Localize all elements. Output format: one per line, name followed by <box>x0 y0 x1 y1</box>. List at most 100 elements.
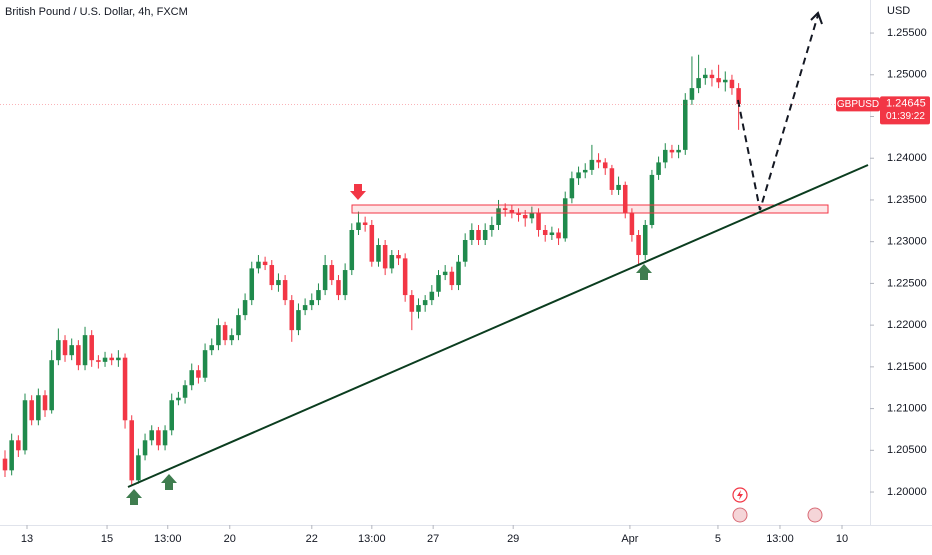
x-tick-label: 10 <box>836 533 848 545</box>
candle-body <box>496 208 501 225</box>
candle-body <box>476 229 481 241</box>
candle-body <box>162 430 168 446</box>
y-tick-label: 1.21000 <box>887 402 927 414</box>
candle-body <box>516 212 521 215</box>
candle-body <box>409 295 415 312</box>
candles <box>2 54 741 486</box>
arrow-up <box>161 474 177 490</box>
y-tick-label: 1.23000 <box>887 236 927 248</box>
candle-body <box>282 280 288 301</box>
candle-body <box>682 99 688 150</box>
candle-body <box>209 345 215 351</box>
y-tick-label: 1.20000 <box>887 486 927 498</box>
candle-body <box>369 224 375 262</box>
price-tag <box>880 96 930 125</box>
y-tick-label: 1.22500 <box>887 277 927 289</box>
candle-body <box>216 325 221 346</box>
candle-body <box>402 258 408 296</box>
candle-body <box>82 335 88 366</box>
candle-body <box>569 178 575 199</box>
candle-body <box>703 74 708 79</box>
candle-body <box>256 261 261 269</box>
arrow-down <box>350 184 366 200</box>
candle-body <box>102 357 108 362</box>
candle-body <box>696 78 701 89</box>
candle-body <box>356 222 361 230</box>
candle-body <box>49 360 54 411</box>
event-flag[interactable] <box>807 507 823 523</box>
symbol-label: GBPUSD <box>837 99 879 110</box>
x-tick-label: 15 <box>101 533 113 545</box>
candle-body <box>389 255 395 269</box>
axes: 1.20000 1.20500 1.21000 1.21500 1.22000 1.225… <box>0 27 930 545</box>
candle-body <box>182 385 188 398</box>
candle-body <box>9 440 14 471</box>
candle-body <box>469 229 475 241</box>
y-tick-label: 1.25500 <box>887 27 927 39</box>
candle-body <box>262 261 268 266</box>
candle-body <box>229 335 235 341</box>
candle-body <box>416 305 421 312</box>
candle-body <box>449 271 455 286</box>
y-tick-label: 1.20500 <box>887 444 927 456</box>
candle-body <box>642 224 648 256</box>
candle-body <box>462 240 468 262</box>
candle-body <box>376 245 381 262</box>
candle-body <box>629 212 635 236</box>
x-tick-label: 22 <box>306 533 318 545</box>
candle-body <box>589 159 595 170</box>
y-tick-label: 1.25000 <box>887 69 927 81</box>
candle-body <box>689 88 695 100</box>
candle-body <box>169 400 174 431</box>
candle-body <box>542 229 548 236</box>
event-flag[interactable] <box>732 507 748 523</box>
price-label: 1.24645 <box>886 97 926 109</box>
event-icon-bolt <box>737 490 743 500</box>
x-tick-label: 13:00 <box>154 533 182 545</box>
candle-body <box>116 357 121 361</box>
candle-body <box>509 209 515 213</box>
y-tick-label: 1.24000 <box>887 152 927 164</box>
projection-arrowhead <box>810 11 823 25</box>
candle-body <box>122 357 128 421</box>
candle-body <box>276 280 281 286</box>
candle-body <box>322 265 328 291</box>
candle-body <box>716 78 721 83</box>
candle-body <box>596 159 601 163</box>
candle-body <box>602 162 608 169</box>
x-tick-label: 5 <box>715 533 721 545</box>
arrow-up <box>126 489 142 505</box>
candle-body <box>89 335 94 361</box>
candle-body <box>522 214 528 219</box>
candle-body <box>222 325 228 341</box>
candle-body <box>22 400 28 451</box>
candle-body <box>149 430 154 441</box>
candle-body <box>576 172 581 179</box>
projection-path <box>737 14 819 211</box>
candle-body <box>309 300 315 306</box>
candle-body <box>616 184 621 190</box>
candle-body <box>723 79 728 83</box>
y-tick-label: 1.23500 <box>887 194 927 206</box>
x-tick-label: 27 <box>427 533 439 545</box>
candle-body <box>362 222 368 225</box>
candle-body <box>562 198 568 239</box>
candle-body <box>202 350 208 378</box>
resistance-zone <box>351 204 829 214</box>
candle-body <box>36 395 41 421</box>
x-tick-label: 13 <box>21 533 33 545</box>
candle-body <box>56 340 61 361</box>
candle-body <box>482 229 488 241</box>
candle-body <box>289 300 295 331</box>
candle-body <box>609 168 615 190</box>
symbol-tag <box>836 97 880 112</box>
candle-body <box>316 290 321 301</box>
currency-label: USD <box>887 5 910 17</box>
candle-body <box>76 345 81 366</box>
candle-body <box>622 184 628 213</box>
candle-body <box>676 149 681 153</box>
x-tick-label: 29 <box>507 533 519 545</box>
candle-body <box>156 430 161 446</box>
candle-body <box>249 268 255 301</box>
